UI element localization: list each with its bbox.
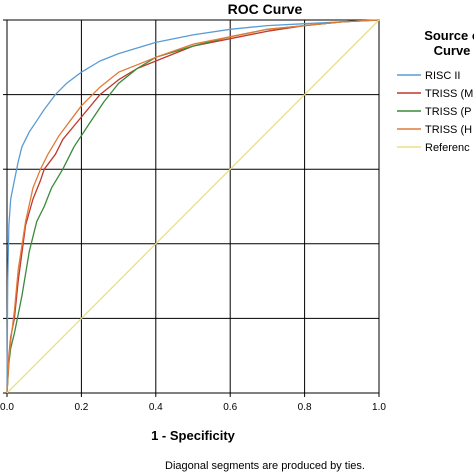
plot-area <box>3 19 380 394</box>
series-line-4 <box>6 19 380 394</box>
legend-entry-label: TRISS (M <box>425 88 473 100</box>
chart-title: ROC Curve <box>228 1 303 17</box>
footnote: Diagonal segments are produced by ties. <box>165 460 365 472</box>
x-tick-label: 1.0 <box>372 402 386 413</box>
x-tick-label: 0.4 <box>149 402 163 413</box>
x-axis-ticks: 0.0 0.2 0.4 0.6 0.8 1.0 <box>0 393 386 413</box>
x-tick-label: 0.8 <box>298 402 312 413</box>
legend-title-line: Curve <box>434 43 471 58</box>
legend-entry-label: RISC II <box>425 70 460 82</box>
x-axis-label: 1 - Specificity <box>151 428 236 443</box>
legend-entry-label: TRISS (H <box>425 124 472 136</box>
x-tick-label: 0.2 <box>74 402 88 413</box>
legend-entry-label: TRISS (P <box>425 106 471 118</box>
plot-border <box>6 19 380 394</box>
series-line-0 <box>6 19 380 394</box>
x-tick-label: 0.6 <box>223 402 237 413</box>
series-line-1 <box>6 19 380 394</box>
legend-entry-label: Referenc <box>425 142 470 154</box>
series-line-3 <box>6 19 380 394</box>
x-tick-label: 0.0 <box>0 402 14 413</box>
legend: Source oCurve RISC II TRISS (M TRISS (P TRIS… <box>397 28 474 154</box>
legend-title-line: Source o <box>424 28 474 43</box>
